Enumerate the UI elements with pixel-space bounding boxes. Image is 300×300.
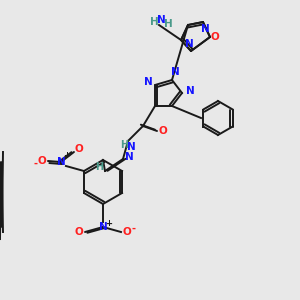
Text: N: N	[99, 222, 107, 232]
Text: N: N	[184, 39, 194, 49]
Text: +: +	[106, 218, 112, 227]
Text: O: O	[123, 227, 131, 237]
Text: O: O	[38, 156, 46, 166]
Text: N: N	[157, 15, 165, 25]
Text: O: O	[75, 227, 83, 237]
Text: N: N	[171, 67, 179, 77]
Text: -: -	[131, 224, 135, 234]
Text: H: H	[95, 162, 103, 172]
Text: N: N	[186, 86, 194, 96]
Text: O: O	[75, 144, 83, 154]
Text: N: N	[144, 77, 152, 87]
Text: O: O	[211, 32, 219, 42]
Text: H: H	[120, 140, 128, 150]
Text: O: O	[159, 126, 167, 136]
Text: H: H	[164, 19, 172, 29]
Text: -: -	[34, 159, 38, 169]
Text: N: N	[124, 152, 134, 162]
Text: N: N	[201, 24, 209, 34]
Text: N: N	[57, 157, 65, 167]
Text: N: N	[127, 142, 135, 152]
Text: +: +	[63, 152, 70, 160]
Text: H: H	[150, 17, 158, 27]
